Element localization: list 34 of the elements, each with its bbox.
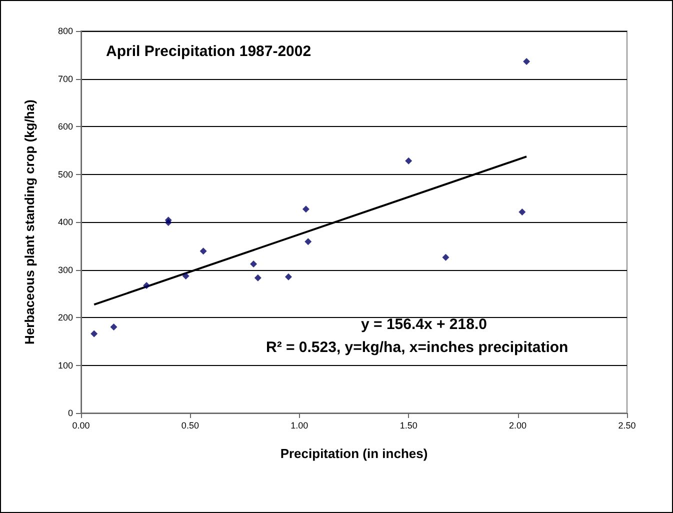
- point: [250, 260, 258, 268]
- point: [523, 58, 530, 66]
- y-tick-label: 600: [58, 122, 73, 132]
- point: [90, 330, 98, 338]
- x-tick-label: 2.50: [618, 420, 636, 430]
- x-tick-label: 0.50: [181, 420, 199, 430]
- y-tick-label: 700: [58, 74, 73, 84]
- annotation: y = 156.4x + 218.0: [360, 316, 487, 333]
- text: April Precipitation 1987-2002: [106, 43, 312, 60]
- point: [302, 206, 310, 213]
- point: [304, 238, 312, 246]
- y-tick-label: 300: [58, 264, 73, 275]
- point: [143, 282, 150, 290]
- y-tick-label: 100: [58, 360, 73, 370]
- point: [182, 272, 190, 280]
- y-tick-label: 0: [68, 408, 73, 418]
- x-tick-label: 2.00: [509, 420, 527, 430]
- point: [200, 248, 207, 255]
- y-tick-label: 800: [58, 26, 73, 36]
- y-tick-label: 200: [58, 312, 73, 322]
- annotation: R² = 0.523, y=kg/ha, x=inches precipitation: [266, 339, 568, 356]
- point: [254, 274, 262, 282]
- y-tick-label: 400: [58, 217, 73, 227]
- x-tick-label: 1.00: [290, 420, 308, 430]
- point: [442, 254, 450, 261]
- x-axis-title: Precipitation (in inches): [280, 446, 428, 461]
- x-tick-label: 0.00: [72, 420, 90, 430]
- point: [284, 273, 292, 280]
- point: [518, 208, 526, 216]
- y-axis-title: Herbaceous plant standing crop (kg/ha): [22, 100, 37, 344]
- y-tick-label: 500: [58, 169, 73, 180]
- x-tick-label: 1.50: [400, 420, 418, 430]
- point: [405, 157, 412, 164]
- point: [110, 324, 118, 331]
